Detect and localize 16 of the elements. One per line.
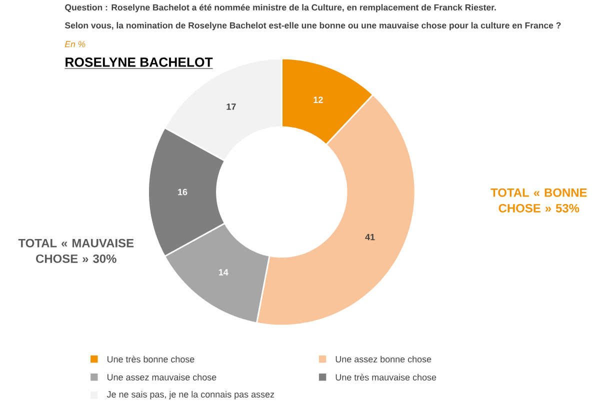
- legend-label: Une très bonne chose: [107, 356, 194, 362]
- data-label: 12: [314, 96, 323, 103]
- text: TOTAL « BONNE CHOSE » 53%: [490, 188, 587, 212]
- data-label: 14: [218, 268, 228, 276]
- text: TOTAL « MAUVAISE CHOSE » 30%: [18, 238, 134, 263]
- data-label: 16: [178, 188, 188, 196]
- legend-label: Une assez mauvaise chose: [107, 374, 216, 380]
- text: Selon vous, la nomination de Roselyne Bachelot est-elle une bonne ou une mauvaise chose pour la culture en France ?: [64, 22, 561, 30]
- legend-label: Une assez bonne chose: [336, 356, 432, 362]
- chart-subtitle: Question : Roselyne Bachelot a été nommée ministre de la Culture, en remplacement de Franck Riester.: [65, 4, 496, 12]
- data-label: 41: [365, 234, 375, 240]
- data-label: 17: [226, 103, 236, 110]
- text: En %: [64, 40, 86, 48]
- legend-label: Je ne sais pas, je ne la connais pas assez: [106, 390, 274, 400]
- chart-title: ROSELYNE BACHELOT: [66, 57, 213, 67]
- legend-label: Une très mauvaise chose: [336, 374, 436, 380]
